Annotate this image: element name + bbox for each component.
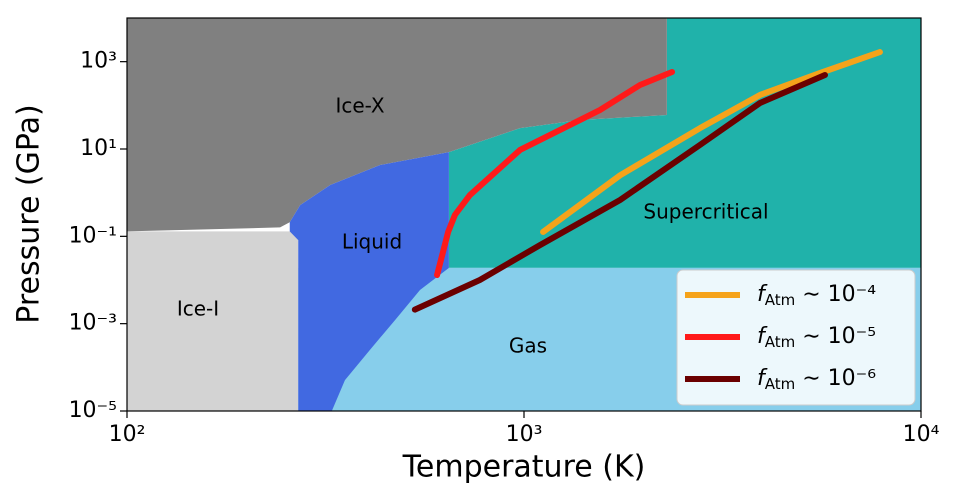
- region: [127, 231, 299, 411]
- y-axis-label: Pressure (GPa): [12, 104, 47, 323]
- series-line: [434, 68, 676, 279]
- region: [289, 152, 449, 411]
- region-label: Liquid: [342, 230, 402, 254]
- legend-label: fAtm ∼ 10⁻⁵: [757, 324, 876, 351]
- legend-label: fAtm ∼ 10⁻⁴: [757, 282, 876, 309]
- y-tick-label: 10⁻¹: [69, 223, 117, 248]
- y-tick-label: 10⁻⁵: [69, 398, 117, 423]
- y-tick-label: 10¹: [80, 136, 117, 161]
- legend-label: fAtm ∼ 10⁻⁶: [757, 366, 876, 393]
- region-label: Ice-I: [177, 297, 219, 321]
- region-label: Ice-X: [335, 94, 384, 118]
- x-tick-label: 10⁴: [903, 422, 940, 447]
- x-tick-label: 10³: [506, 422, 543, 447]
- x-tick-label: 10²: [109, 422, 146, 447]
- legend-box: [676, 269, 916, 406]
- y-tick-label: 10³: [80, 49, 117, 74]
- y-tick-label: 10⁻³: [69, 311, 117, 336]
- series-line: [540, 49, 883, 235]
- lines: [411, 49, 883, 313]
- region: [127, 18, 667, 232]
- region-label: Gas: [509, 334, 547, 358]
- legend: fAtm ∼ 10⁻⁴ fAtm ∼ 10⁻⁵ fAtm ∼ 10⁻⁶: [676, 269, 916, 406]
- x-axis-label: Temperature (K): [402, 450, 646, 485]
- region-label: Supercritical: [643, 200, 768, 224]
- series-line: [411, 72, 828, 313]
